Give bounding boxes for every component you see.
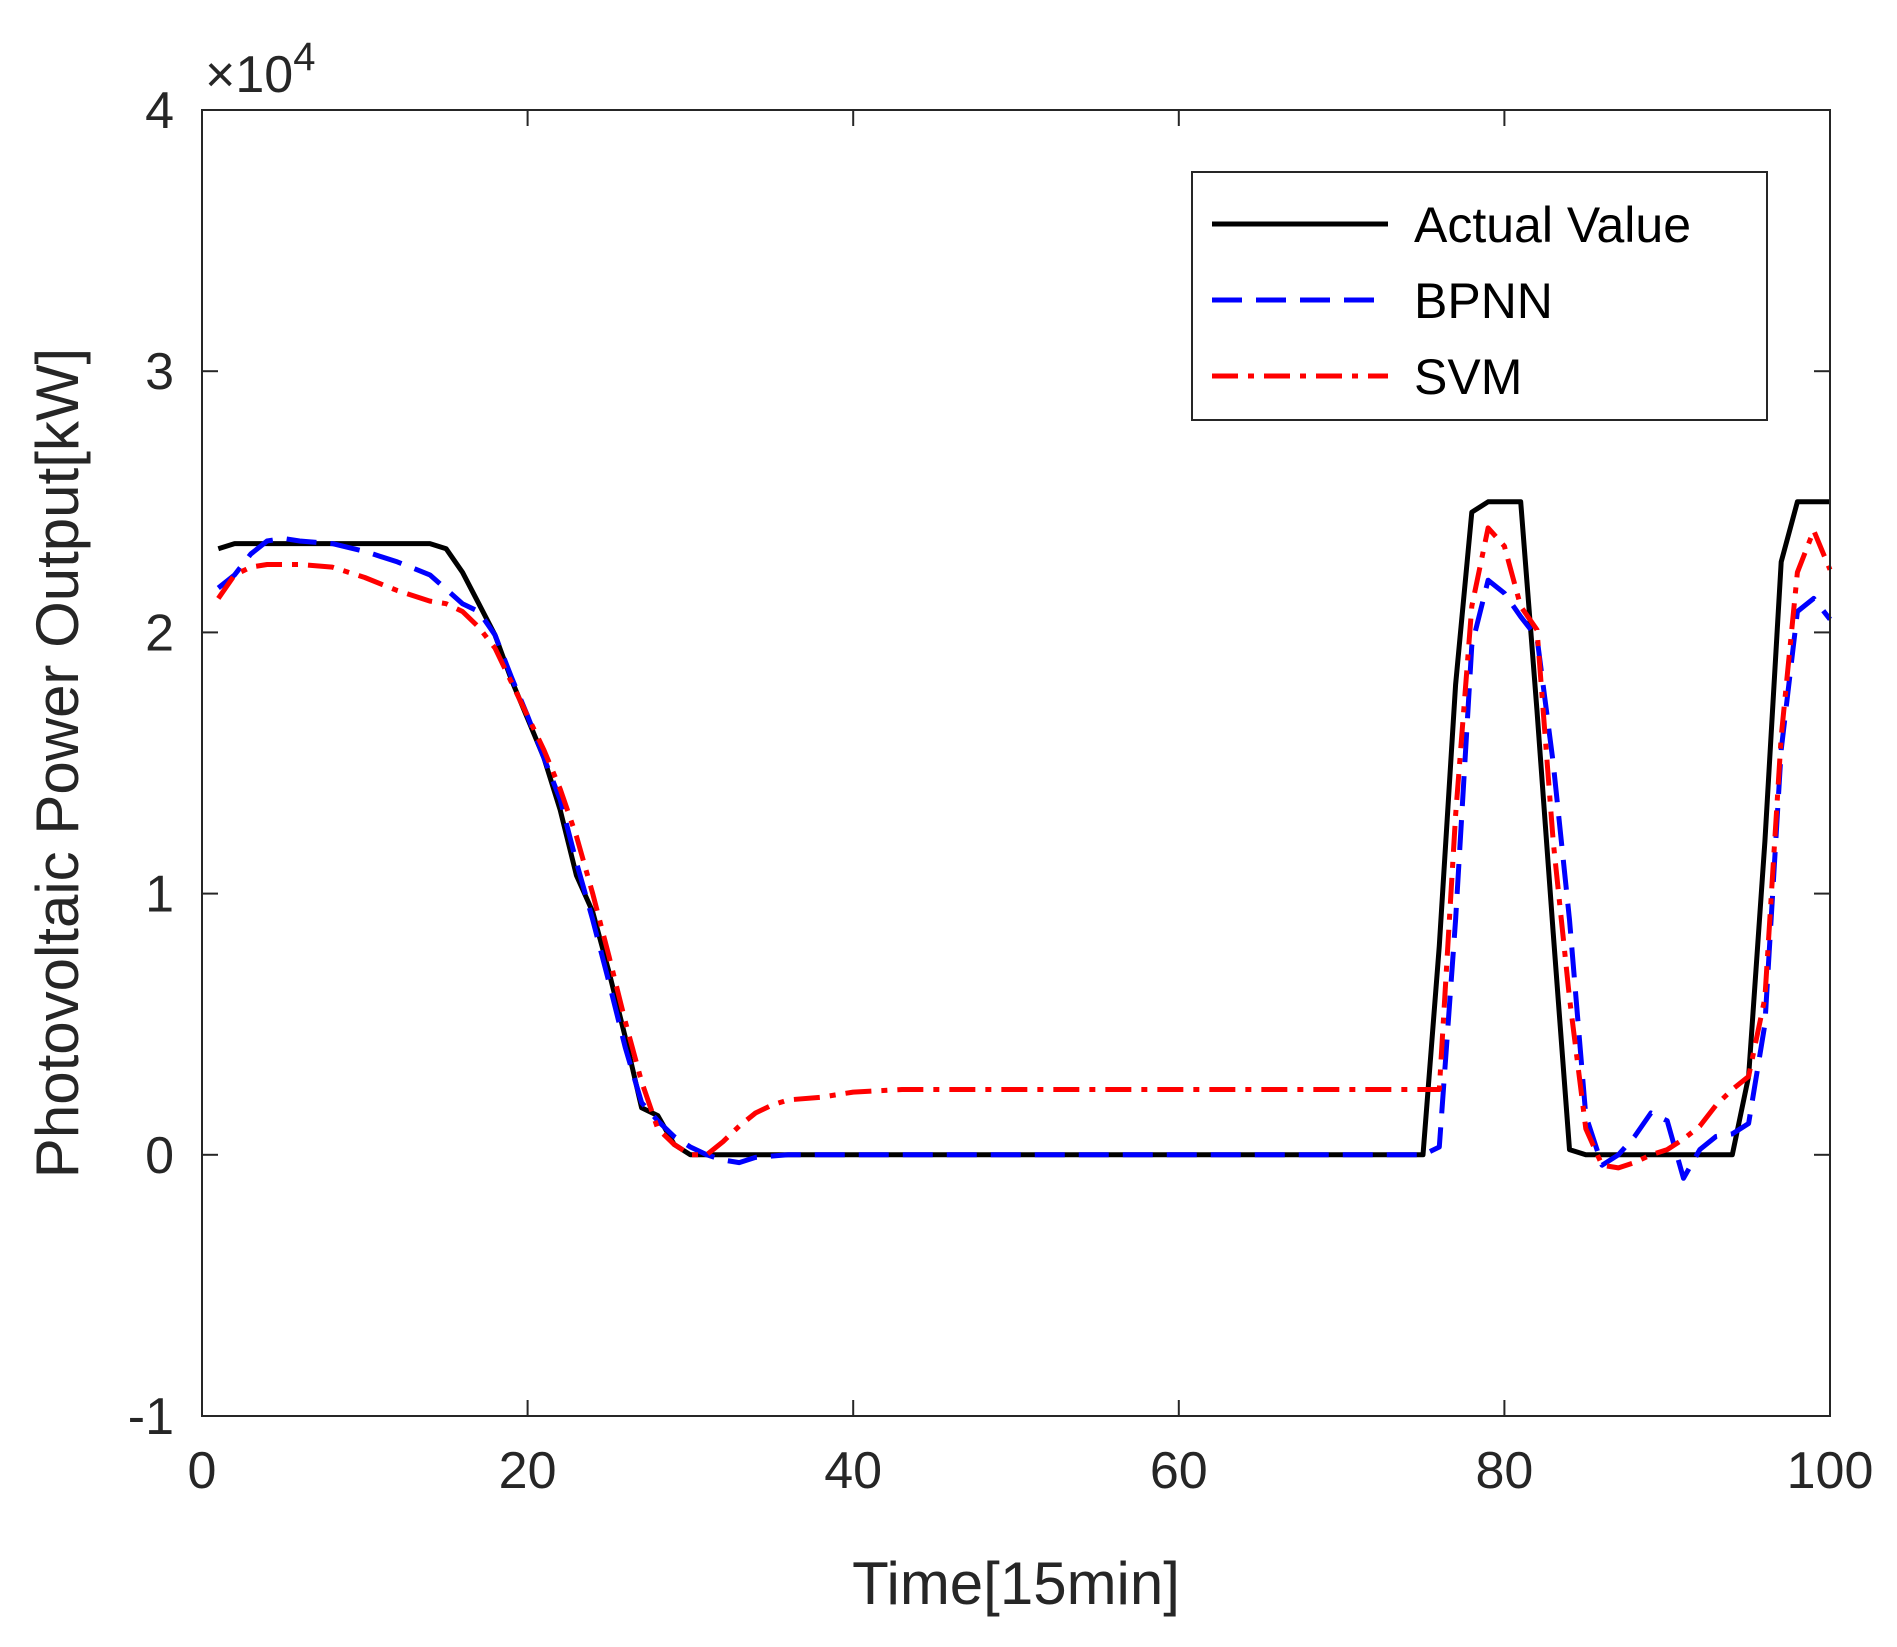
series-layer bbox=[216, 499, 1833, 1181]
legend-box bbox=[1191, 171, 1768, 421]
y-tick-label: 4 bbox=[145, 82, 174, 140]
y-axis-title: Photovoltaic Power Output[kW] bbox=[24, 348, 91, 1178]
axes-box bbox=[201, 109, 1831, 1417]
x-axis-title: Time[15min] bbox=[852, 1550, 1180, 1617]
axes-layer bbox=[201, 109, 1831, 1417]
y-multiplier-times: × bbox=[205, 46, 235, 104]
y-multiplier-exponent: 4 bbox=[293, 35, 315, 79]
legend-label-bpnn: BPNN bbox=[1414, 273, 1553, 329]
x-tick-label: 100 bbox=[1787, 1442, 1874, 1500]
legend-label-svm: SVM bbox=[1414, 349, 1522, 405]
series-line-svm bbox=[216, 525, 1833, 1171]
x-tick-label: 20 bbox=[499, 1442, 557, 1500]
legend-label-actual-value: Actual Value bbox=[1414, 197, 1691, 253]
y-axis-multiplier: ×104 bbox=[205, 35, 315, 104]
y-tick-label: 0 bbox=[145, 1127, 174, 1185]
x-tick-label: 60 bbox=[1150, 1442, 1208, 1500]
y-tick-label: -1 bbox=[128, 1388, 174, 1446]
legend: Actual Value BPNN SVM bbox=[1191, 171, 1768, 421]
series-line-bpnn bbox=[216, 535, 1832, 1181]
x-tick-label: 40 bbox=[824, 1442, 882, 1500]
y-tick-label: 2 bbox=[145, 604, 174, 662]
x-tick-label: 80 bbox=[1475, 1442, 1533, 1500]
y-multiplier-base: 10 bbox=[235, 46, 293, 104]
y-tick-label: 1 bbox=[145, 866, 174, 924]
x-tick-label: 0 bbox=[188, 1442, 217, 1500]
y-tick-label: 3 bbox=[145, 343, 174, 401]
